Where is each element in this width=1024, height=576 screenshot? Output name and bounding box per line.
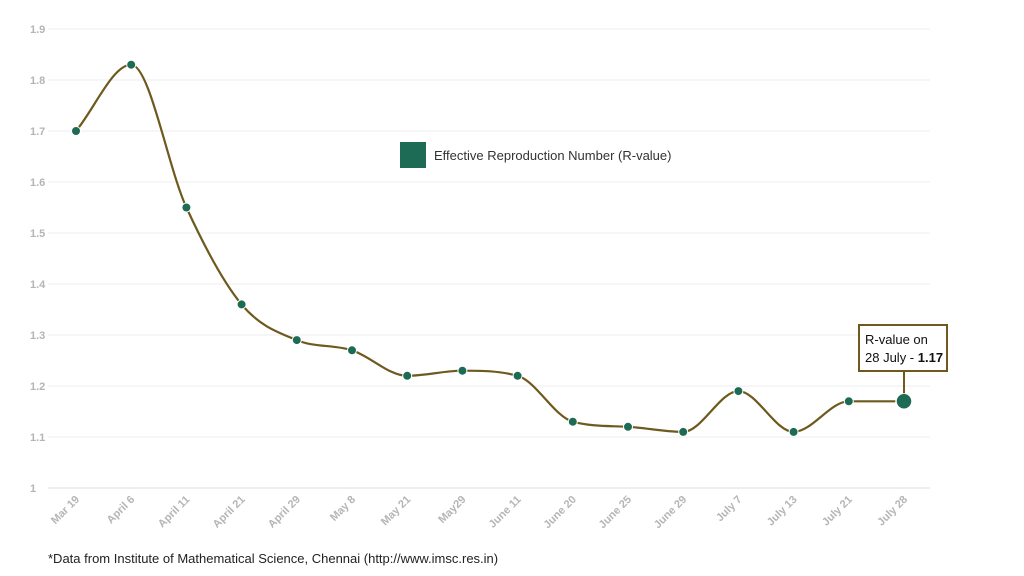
x-tick-label: July 28: [875, 494, 910, 529]
x-tick-label: Mar 19: [49, 494, 82, 527]
source-footnote: *Data from Institute of Mathematical Sci…: [48, 551, 499, 566]
y-tick-label: 1.9: [30, 24, 45, 36]
y-tick-label: 1.2: [30, 381, 45, 393]
y-tick-label: 1.5: [30, 228, 45, 240]
callout-line-2: 28 July - 1.17: [865, 350, 943, 365]
y-tick-label: 1.6: [30, 177, 45, 189]
x-tick-label: May 8: [328, 494, 358, 524]
x-tick-label: April 29: [266, 494, 303, 531]
data-point: [402, 370, 413, 381]
x-tick-label: July 21: [820, 494, 855, 529]
data-point: [623, 421, 633, 432]
x-tick-label: July 7: [714, 494, 745, 525]
x-tick-label: April 21: [211, 494, 248, 531]
x-tick-label: May29: [436, 494, 468, 526]
y-tick-label: 1.7: [30, 126, 45, 138]
y-axis-ticks: 1 1.1 1.2 1.3 1.4 1.5 1.6 1.7 1.8 1.9: [30, 24, 46, 495]
x-tick-label: April 6: [105, 494, 138, 527]
legend: Effective Reproduction Number (R-value): [400, 142, 671, 168]
data-point: [567, 416, 578, 427]
callout-line-1: R-value on: [865, 332, 928, 347]
y-tick-label: 1.3: [30, 330, 45, 342]
x-axis-ticks: Mar 19 April 6 April 11 April 21 April 29 May…: [49, 494, 910, 531]
y-tick-label: 1.4: [30, 279, 46, 291]
data-point: [733, 386, 744, 397]
y-tick-label: 1: [30, 483, 36, 495]
data-point: [71, 126, 81, 136]
y-tick-label: 1.8: [30, 75, 45, 87]
data-point: [181, 202, 192, 213]
data-point: [843, 396, 854, 407]
series-line: [75, 63, 904, 434]
data-point: [678, 426, 689, 437]
legend-label: Effective Reproduction Number (R-value): [434, 148, 671, 163]
x-tick-label: April 11: [156, 494, 193, 531]
callout-box: [858, 324, 948, 372]
y-tick-label: 1.1: [30, 432, 45, 444]
x-tick-label: July 13: [765, 494, 800, 529]
legend-swatch: [400, 142, 426, 168]
x-tick-label: June 20: [541, 494, 578, 531]
data-point: [236, 299, 247, 310]
x-tick-label: June 11: [487, 494, 524, 531]
grid-lines: [48, 28, 930, 489]
data-point: [291, 335, 302, 346]
data-point: [347, 345, 357, 356]
data-point: [895, 392, 913, 411]
x-tick-label: May 21: [379, 494, 413, 528]
x-tick-label: June 25: [597, 494, 634, 531]
callout-annotation: R-value on 28 July - 1.17: [858, 324, 948, 394]
data-point: [512, 370, 523, 381]
x-tick-label: June 29: [652, 494, 689, 531]
data-point: [126, 59, 137, 70]
data-points: [71, 59, 913, 437]
data-point: [788, 426, 799, 437]
data-point: [457, 365, 468, 376]
